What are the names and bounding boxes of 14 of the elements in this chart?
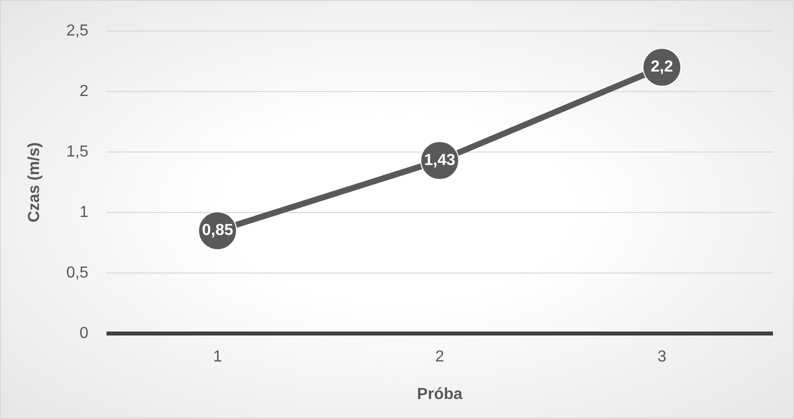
x-axis-title: Próba (417, 386, 462, 403)
x-tick-label: 1 (213, 348, 222, 366)
y-tick-label: 2 (80, 82, 89, 100)
y-tick-label: 1,5 (66, 143, 89, 160)
x-tick-label: 2 (435, 348, 444, 366)
y-tick-label: 0,5 (66, 264, 89, 282)
y-tick-label: 2,5 (66, 22, 89, 40)
x-tick-label: 3 (657, 348, 666, 366)
y-tick-label: 0 (80, 325, 89, 342)
y-axis-title: Czas (m/s) (26, 142, 44, 222)
data-label: 2,2 (650, 58, 674, 76)
y-tick-label: 1 (80, 204, 89, 221)
data-label: 0,85 (202, 222, 234, 240)
data-label: 1,43 (424, 152, 456, 169)
